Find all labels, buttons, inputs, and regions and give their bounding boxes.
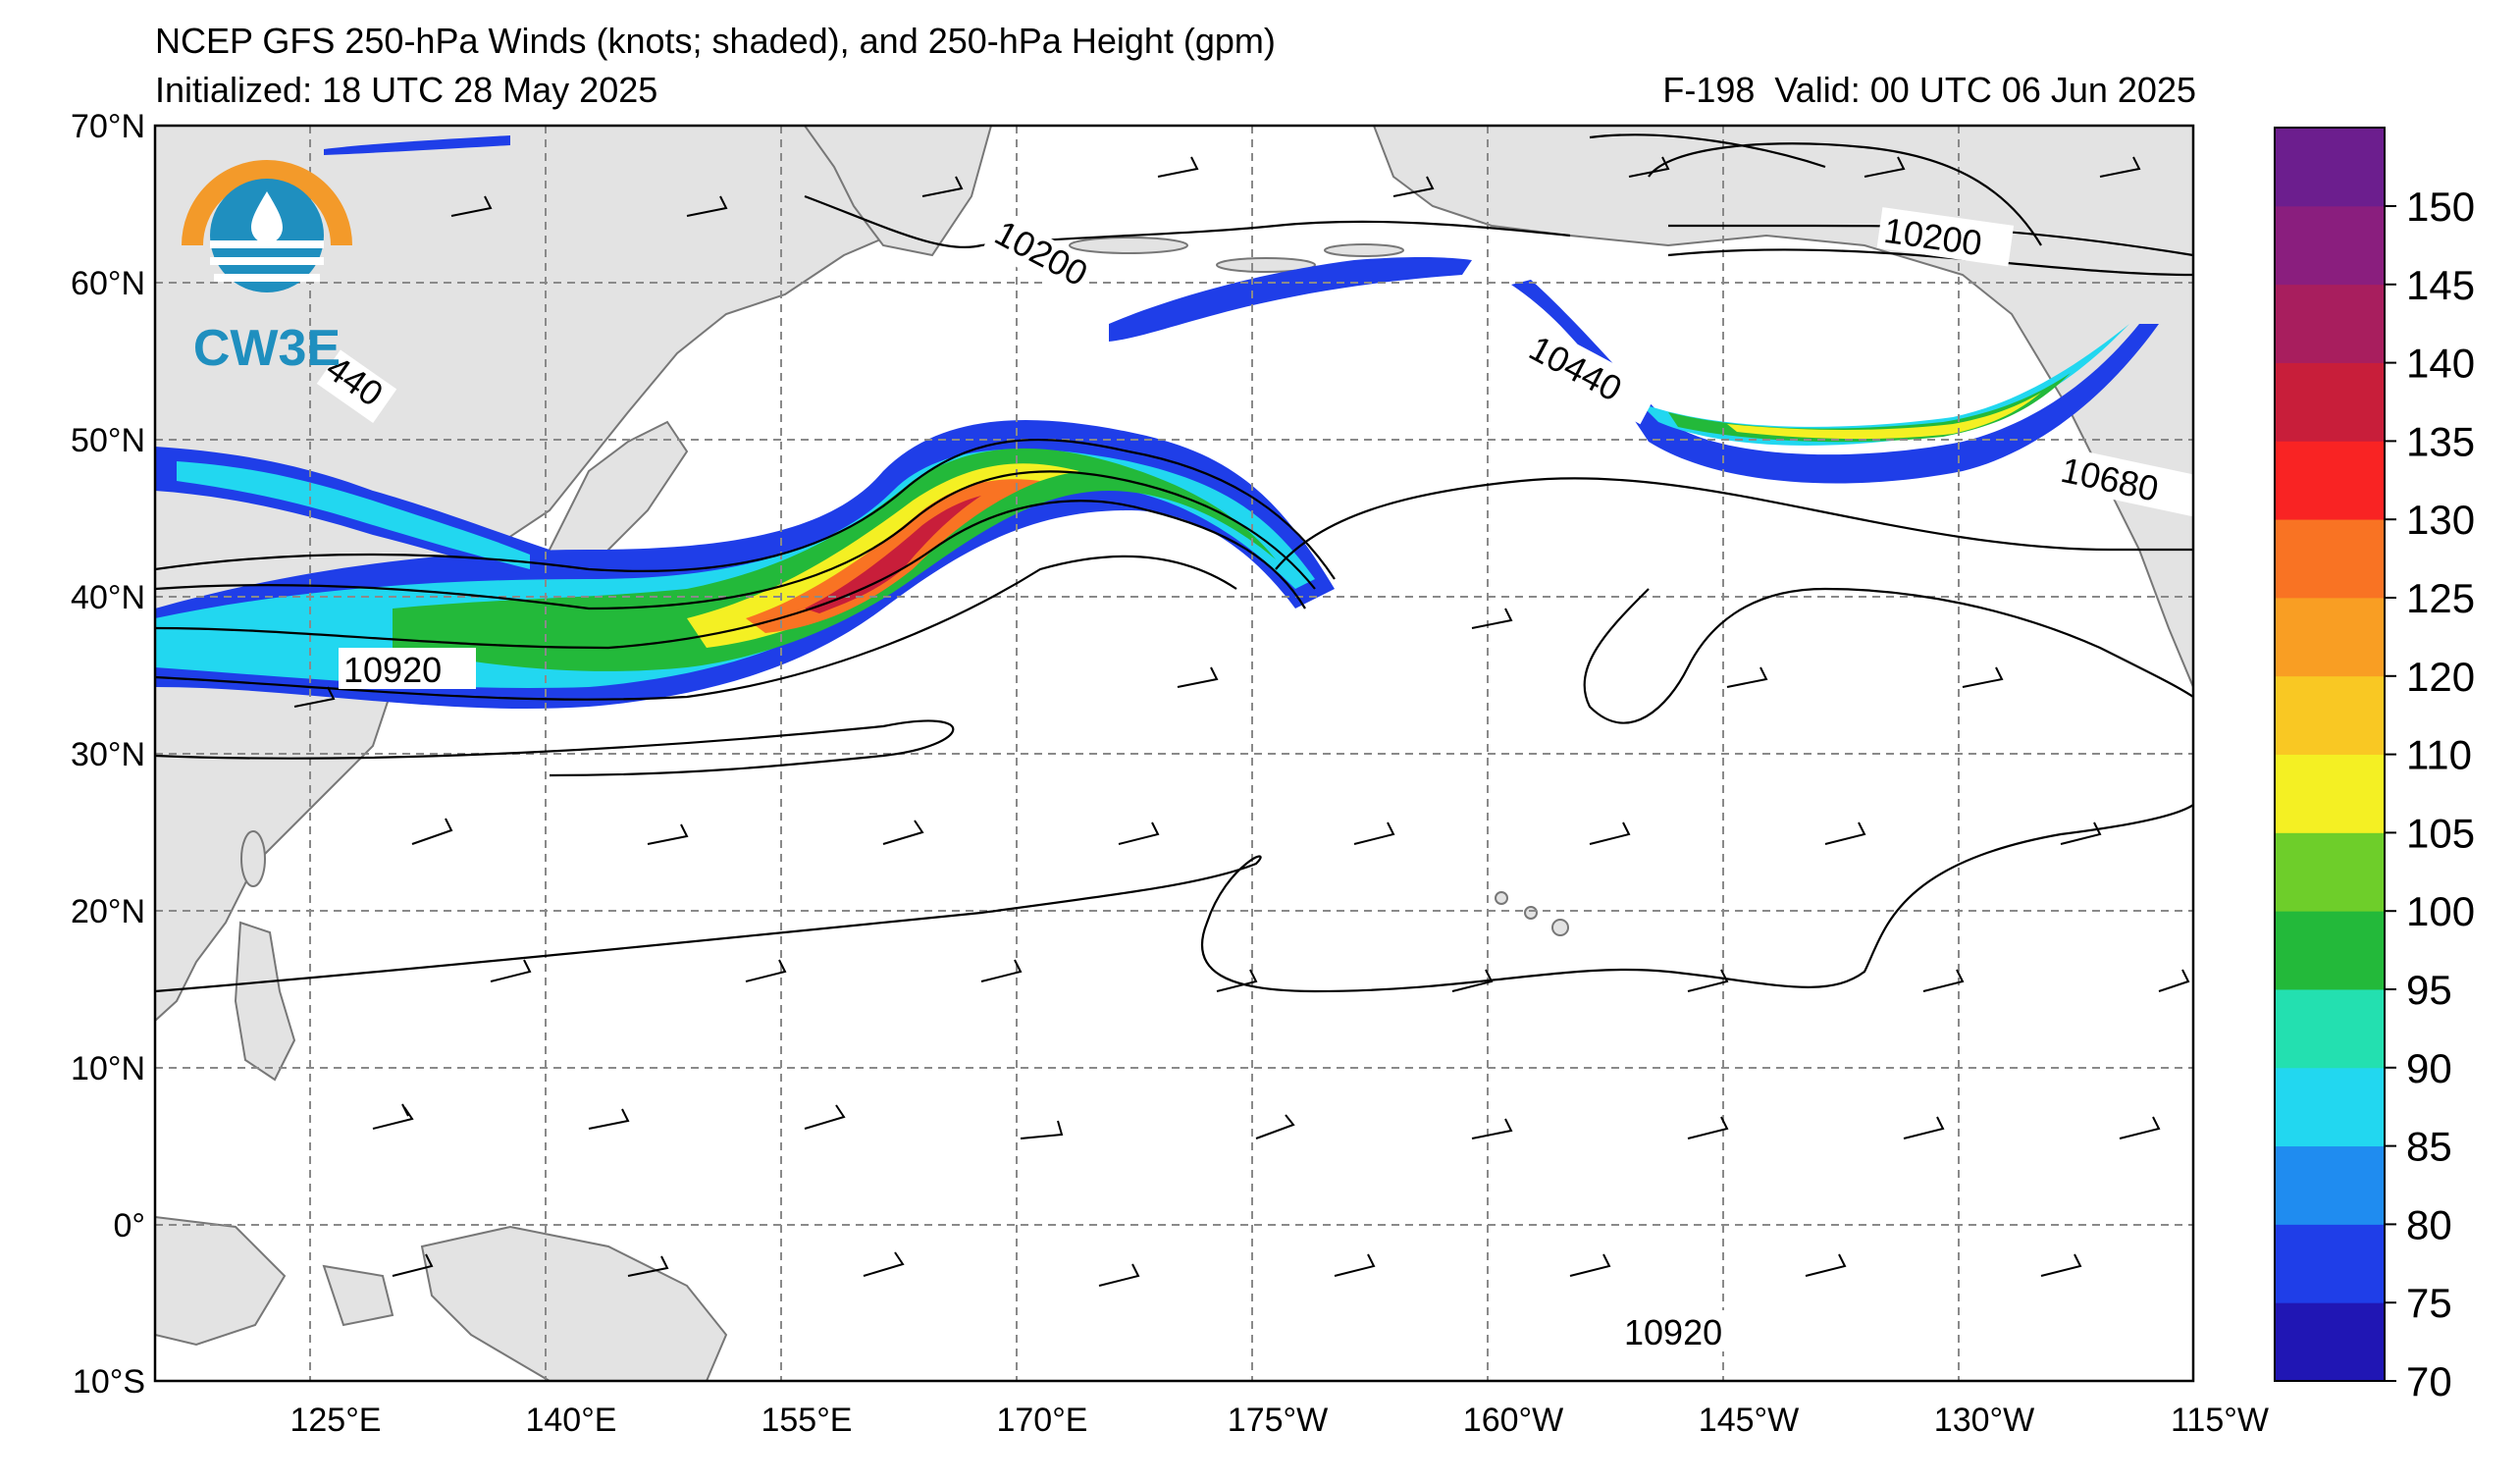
colorbar-label: 85 <box>2406 1124 2452 1170</box>
colorbar-cell <box>2275 988 2385 1069</box>
latitude-labels: 70°N 60°N 50°N 40°N 30°N 20°N 10°N 0° 10… <box>71 108 145 1401</box>
colorbar-label: 130 <box>2406 497 2475 543</box>
colorbar-label: 90 <box>2406 1045 2452 1091</box>
colorbar-label: 145 <box>2406 262 2475 308</box>
colorbar-label: 100 <box>2406 888 2475 934</box>
colorbar-cell <box>2275 362 2385 442</box>
jet-shading <box>155 135 2159 710</box>
lat-label: 50°N <box>71 422 145 459</box>
colorbar-cell <box>2275 441 2385 520</box>
lon-label: 125°E <box>289 1402 381 1439</box>
cw3e-logo: CW3E <box>182 160 352 377</box>
colorbar-label: 140 <box>2406 341 2475 387</box>
graticule <box>155 126 2193 1381</box>
colorbar-cell <box>2275 911 2385 990</box>
colorbar-label: 125 <box>2406 575 2475 621</box>
chart-title: NCEP GFS 250-hPa Winds (knots; shaded), … <box>155 21 1276 61</box>
colorbar-label: 105 <box>2406 810 2475 856</box>
colorbar-cell <box>2275 1145 2385 1225</box>
colorbar-cell <box>2275 1067 2385 1147</box>
lat-label: 40°N <box>71 579 145 616</box>
colorbar-label: 120 <box>2406 654 2475 700</box>
lon-label: 175°W <box>1228 1402 1328 1439</box>
colorbar-cell <box>2275 284 2385 363</box>
colorbar-label: 95 <box>2406 967 2452 1013</box>
colorbar-cell <box>2275 128 2385 207</box>
colorbar-label: 110 <box>2406 732 2472 778</box>
lat-label: 60°N <box>71 265 145 302</box>
valid-time: F-198 Valid: 00 UTC 06 Jun 2025 <box>1662 70 2196 110</box>
colorbar: 150 145 140 135 130 125 120 110 105 100 95 90 85 80 75… <box>2274 127 2475 1404</box>
colorbar-label: 75 <box>2406 1280 2452 1326</box>
lat-label: 70°N <box>71 108 145 145</box>
longitude-labels: 125°E 140°E 155°E 170°E 175°W 160°W 145°… <box>289 1402 2268 1439</box>
lon-label: 145°W <box>1699 1402 1799 1439</box>
lon-label: 130°W <box>1934 1402 2034 1439</box>
map-frame <box>153 124 2195 1383</box>
initialized-time: Initialized: 18 UTC 28 May 2025 <box>155 70 658 110</box>
lat-label: 30°N <box>71 736 145 773</box>
colorbar-label: 70 <box>2406 1358 2452 1404</box>
colorbar-cell <box>2275 1302 2385 1382</box>
logo-text: CW3E <box>193 320 341 377</box>
colorbar-cell <box>2275 519 2385 599</box>
colorbar-label: 150 <box>2406 184 2475 230</box>
lon-label: 160°W <box>1463 1402 1563 1439</box>
lon-label: 155°E <box>761 1402 852 1439</box>
colorbar-cell <box>2275 754 2385 833</box>
lat-label: 0° <box>113 1207 145 1245</box>
contour-label-10920-south: 10920 <box>1624 1312 1722 1352</box>
wind-barbs <box>215 156 2190 1287</box>
lon-label: 140°E <box>525 1402 616 1439</box>
lon-label: 170°E <box>996 1402 1087 1439</box>
colorbar-cell <box>2275 1224 2385 1303</box>
colorbar-cell <box>2275 597 2385 677</box>
colorbar-cell <box>2275 205 2385 286</box>
lat-label: 10°S <box>73 1363 145 1401</box>
colorbar-cell <box>2275 832 2385 912</box>
lat-label: 10°N <box>71 1050 145 1087</box>
lon-label: 115°W <box>2171 1402 2269 1439</box>
colorbar-label: 80 <box>2406 1201 2452 1247</box>
contour-label-10920-west: 10920 <box>343 650 442 690</box>
colorbar-cell <box>2275 675 2385 755</box>
lat-label: 20°N <box>71 893 145 930</box>
colorbar-label: 135 <box>2406 418 2475 464</box>
